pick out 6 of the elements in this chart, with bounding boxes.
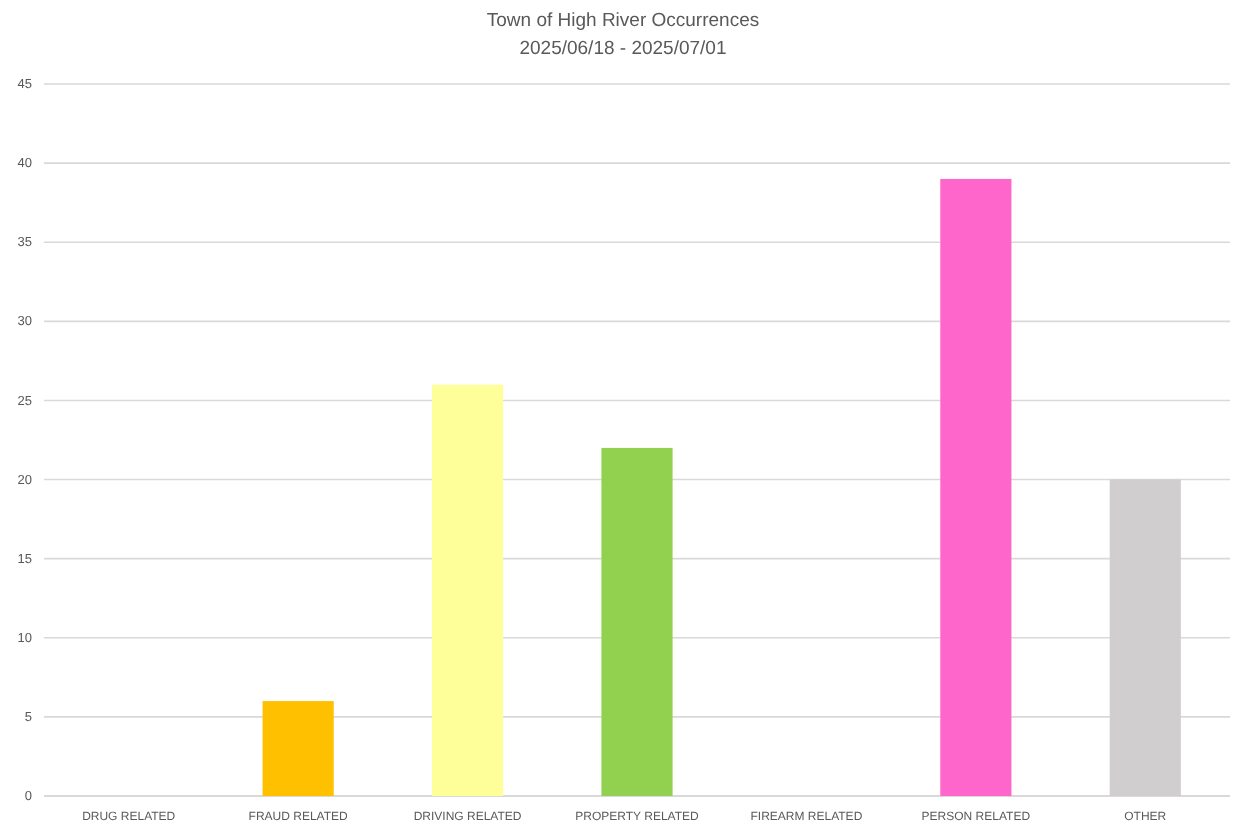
chart-title: Town of High River Occurrences	[486, 10, 760, 32]
bar	[940, 178, 1012, 796]
chart-subtitle: 2025/06/18 - 2025/07/01	[519, 38, 727, 60]
bar	[431, 384, 504, 796]
bar	[601, 447, 673, 796]
bar	[262, 701, 334, 796]
